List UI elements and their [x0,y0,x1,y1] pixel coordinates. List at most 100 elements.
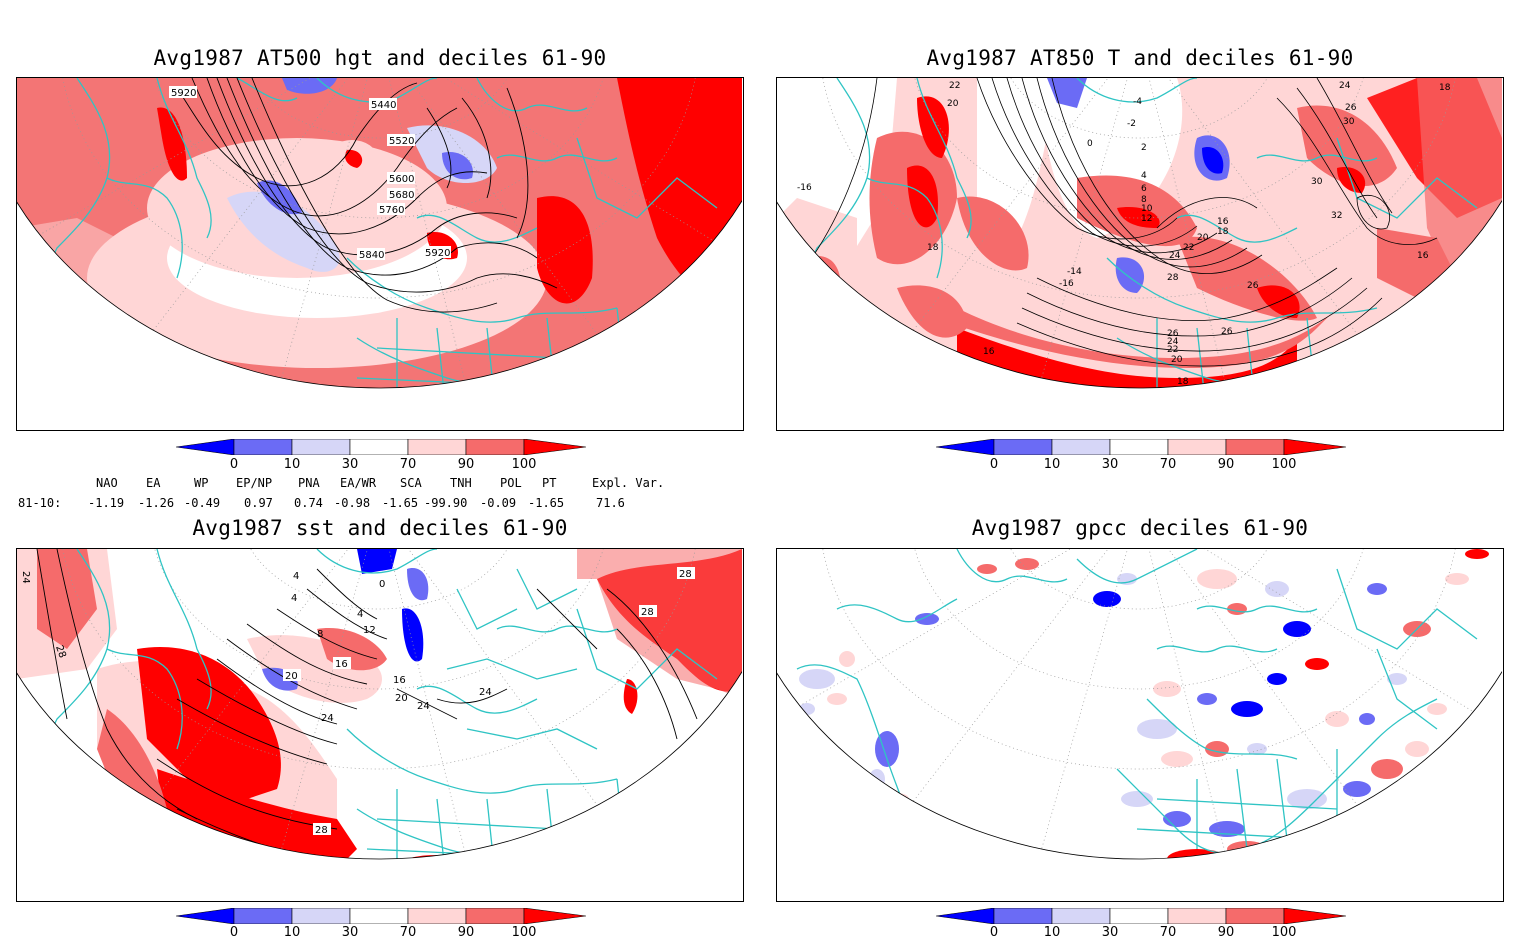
contour-label: 20 [1171,355,1183,365]
contour-label: -14 [1067,267,1082,277]
contour-label: 16 [1217,217,1229,227]
colorbar-swatch [349,907,409,925]
contour-label: 5520 [389,136,414,147]
colorbar-swatch [175,438,235,456]
contour-label: 5680 [389,190,414,201]
map-panel-at850: 22 20 -4 -2 0 2 4 6 8 10 12 16 18 20 22 … [776,77,1504,431]
map-panel-gpcc [776,548,1504,902]
colorbar-swatch [407,438,467,456]
colorbar-swatch [291,907,351,925]
contour-label: 16 [983,347,995,357]
colorbar-swatch [1167,907,1227,925]
contour-label: 28 [315,825,328,836]
colorbar-tick: 0 [229,925,239,940]
contour-label: 28 [1167,273,1179,283]
colorbar-tick: 100 [511,457,537,472]
contour-label: 8 [317,629,323,640]
colorbar-tick: 30 [1101,457,1119,472]
index-name: TNH [450,476,472,490]
contour-label: 12 [363,625,376,636]
colorbar-at850: 0 10 30 70 90 100 [935,438,1347,475]
index-value: -0.49 [184,496,221,510]
contour-label: 28 [289,863,302,874]
contour-label: 20 [947,99,959,109]
contour-label: 26 [1167,329,1179,339]
contour-label: 22 [1183,243,1194,253]
colorbar-tick: 0 [989,925,999,940]
contour-label: 16 [393,675,406,686]
colorbar-swatch [349,438,409,456]
index-value: -1.65 [528,496,565,510]
map-panel-at500: 5920 5440 5520 5600 5680 5760 5840 5920 [16,77,744,431]
index-value: -1.65 [382,496,419,510]
colorbar-swatch [233,907,293,925]
index-value: 71.6 [596,496,625,510]
index-name: Expl. Var. [592,476,665,490]
colorbar-tick: 30 [1101,925,1119,940]
contour-label: -16 [797,183,812,193]
colorbar-scale [175,438,587,456]
index-value: -0.98 [334,496,371,510]
colorbar-tick: 100 [511,925,537,940]
colorbar-swatch [993,438,1053,456]
index-value: 0.74 [294,496,323,510]
colorbar-swatch [465,438,525,456]
colorbar-swatch [1051,438,1111,456]
colorbar-tick: 90 [457,925,475,940]
index-name: EP/NP [236,476,273,490]
colorbar-tick: 10 [1043,457,1061,472]
colorbar-tick: 30 [341,925,359,940]
contour-label: 18 [927,243,939,253]
colorbar-tick: 0 [989,457,999,472]
contour-label: 5440 [371,100,396,111]
contour-label: -2 [1127,119,1136,129]
index-name: NAO [96,476,118,490]
contour-label: 20 [285,671,298,682]
contour-label: 22 [1167,345,1178,355]
contour-label: 5920 [171,88,196,99]
index-value: -0.09 [480,496,517,510]
contour-label: 18 [1439,83,1451,93]
index-value: -99.90 [424,496,468,510]
map-panel-sst: 24 28 4 4 0 4 8 12 16 20 16 20 24 24 24 … [16,548,744,902]
contour-label: 0 [1087,139,1093,149]
colorbar-scale [935,438,1347,456]
colorbar-tick: 90 [1217,925,1235,940]
contour-label: 4 [1141,171,1147,181]
contour-label: 28 [641,607,654,618]
colorbar-swatch [935,907,995,925]
colorbar-swatch [1283,907,1347,925]
contour-label: 4 [293,571,299,582]
colorbar-gpcc: 0 10 30 70 90 100 [935,907,1347,944]
contour-label: 18 [1177,377,1189,387]
colorbar-scale [175,907,587,925]
colorbar-swatch [233,438,293,456]
colorbar-sst: 0 10 30 70 90 100 [175,907,587,944]
contour-label: 16 [335,659,348,670]
contour-label: 24 [1167,337,1179,347]
indices-row-label: 81-10: [18,496,62,510]
contour-label: -16 [1059,279,1074,289]
contour-label: 5760 [379,205,404,216]
contour-label: 12 [1141,214,1152,224]
contour-label: 5600 [389,174,414,185]
colorbar-tick: 70 [399,457,417,472]
contour-label: 8 [1141,195,1147,205]
colorbar-swatch [407,907,467,925]
colorbar-tick: 0 [229,457,239,472]
contour-label: 20 [395,693,408,704]
contour-label: 24 [1339,81,1351,91]
contour-label: 4 [357,609,363,620]
colorbar-tick: 100 [1271,457,1297,472]
colorbar-swatch [523,907,587,925]
colorbar-tick: 70 [1159,925,1177,940]
colorbar-swatch [1109,438,1169,456]
colorbar-tick: 100 [1271,925,1297,940]
colorbar-swatch [1167,438,1227,456]
colorbar-tick: 90 [1217,457,1235,472]
contour-label: 6 [1141,184,1147,194]
colorbar-tick: 10 [1043,925,1061,940]
index-value: -1.19 [88,496,125,510]
index-name: PT [542,476,557,490]
contour-label: 18 [1217,227,1229,237]
